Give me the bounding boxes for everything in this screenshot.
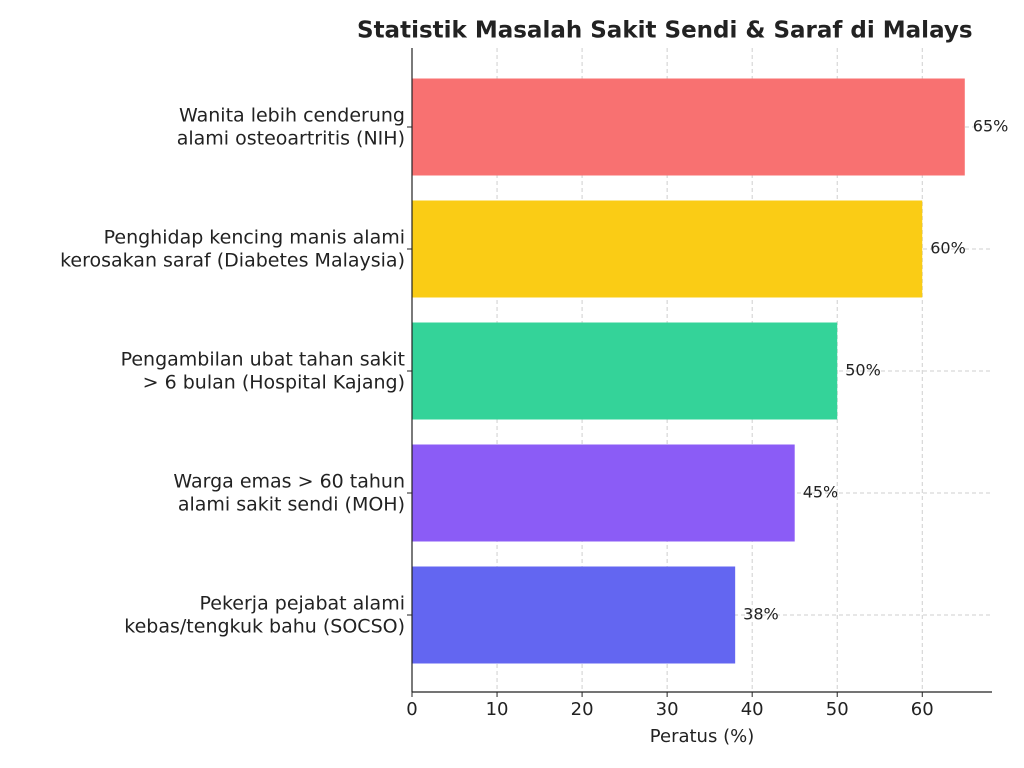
- bar: [412, 200, 923, 298]
- value-label: 50%: [845, 361, 881, 380]
- y-tick-label: Warga emas > 60 tahun alami sakit sendi (…: [173, 470, 405, 515]
- x-tick-label: 40: [741, 699, 764, 720]
- value-label: 38%: [743, 605, 779, 624]
- x-tick-label: 50: [826, 699, 849, 720]
- x-tick-label: 60: [911, 699, 934, 720]
- value-label: 45%: [803, 483, 839, 502]
- y-tick-label: Pengambilan ubat tahan sakit > 6 bulan (H…: [121, 348, 405, 393]
- value-label: 65%: [973, 117, 1009, 136]
- y-tick-label: Pekerja pejabat alami kebas/tengkuk bahu …: [124, 592, 405, 637]
- bar: [412, 444, 795, 542]
- y-tick-label: Penghidap kencing manis alami kerosakan s…: [60, 226, 405, 271]
- bar: [412, 566, 736, 664]
- value-label: 60%: [930, 239, 966, 258]
- bar: [412, 322, 838, 420]
- y-tick-label: Wanita lebih cenderung alami osteoartriti…: [177, 104, 405, 149]
- x-tick-label: 10: [486, 699, 509, 720]
- x-axis-label: Peratus (%): [650, 726, 754, 747]
- x-tick-label: 30: [656, 699, 679, 720]
- bar: [412, 78, 965, 176]
- x-tick-label: 0: [406, 699, 417, 720]
- x-tick-label: 20: [571, 699, 594, 720]
- chart-title: Statistik Masalah Sakit Sendi & Saraf di…: [357, 18, 973, 44]
